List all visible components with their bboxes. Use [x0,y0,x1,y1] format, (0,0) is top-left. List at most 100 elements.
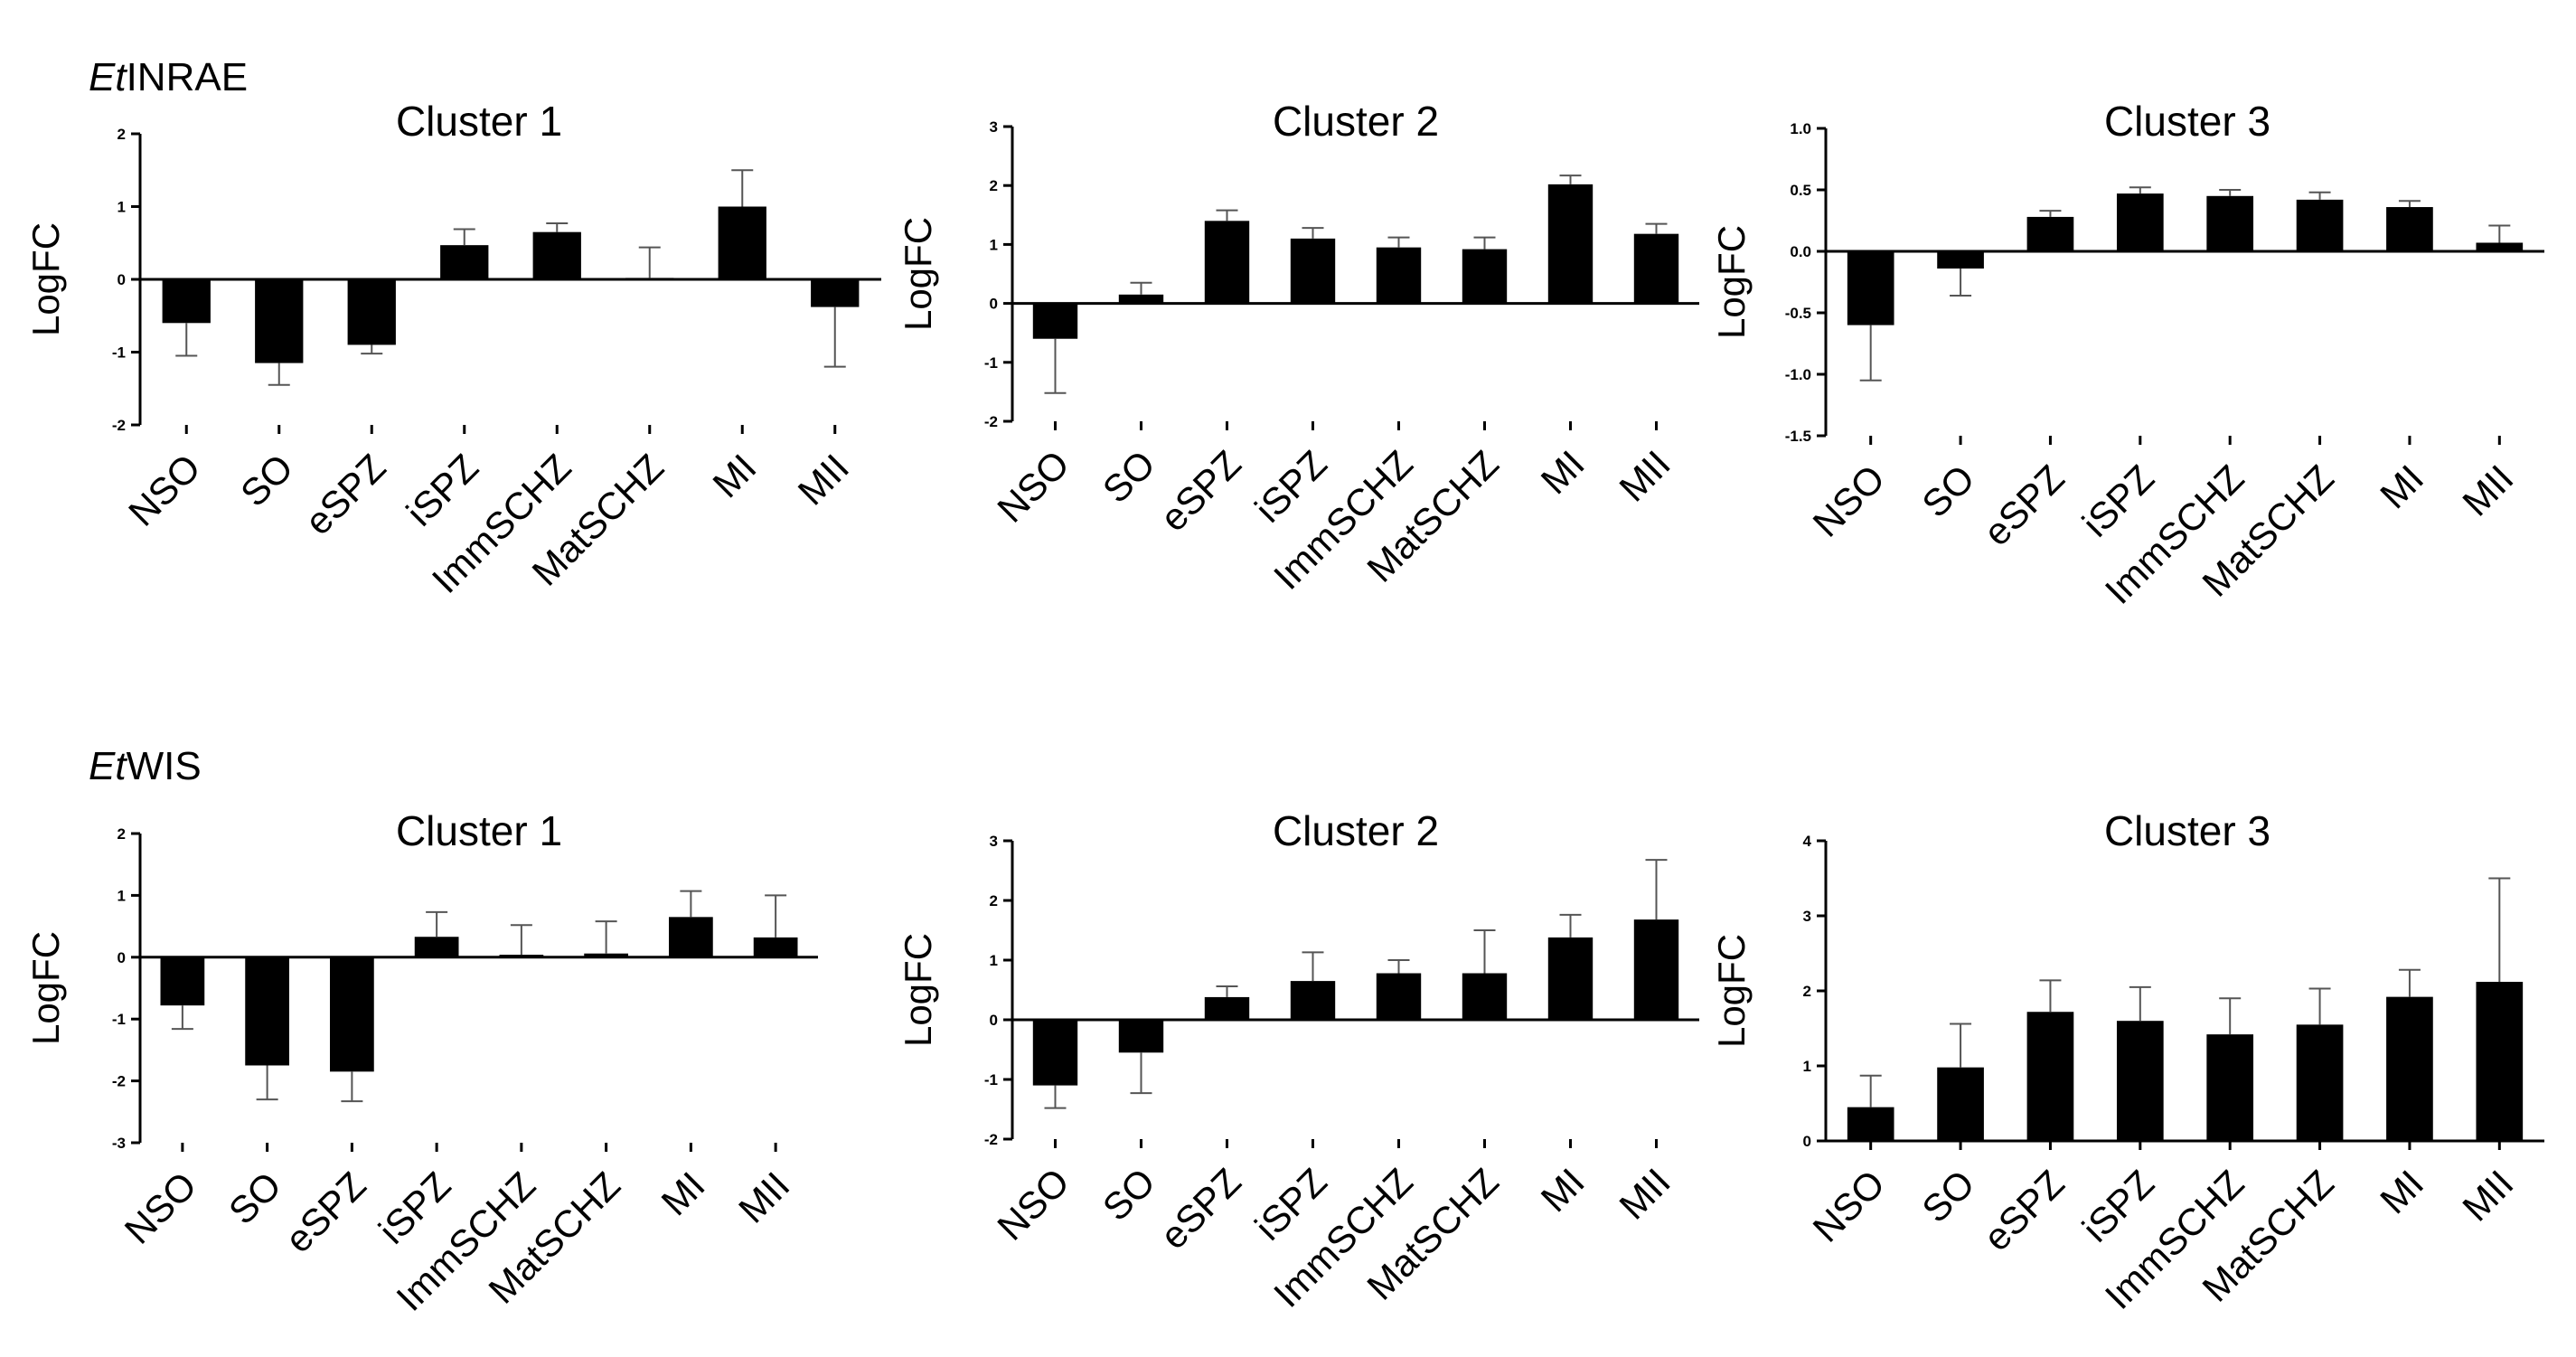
bar-eSPZ [2026,216,2074,251]
y-tick-label: 1 [1803,1058,1811,1075]
y-tick-label: 0 [118,949,126,966]
y-tick-label: 0 [990,1012,998,1029]
y-axis-label: LogFC [1710,225,1753,339]
x-tick-label: MII [730,1164,797,1230]
x-tick-label: SO [1913,1162,1982,1230]
bar-iSPZ [1290,238,1336,304]
bar-SO [1937,1067,1984,1141]
x-tick-label: NSO [117,1164,205,1252]
y-tick-label: -1 [112,344,126,362]
bar-SO [245,956,289,1066]
bar-MII [2476,242,2524,251]
panel-title: Cluster 3 [2104,807,2270,854]
y-tick-label: 2 [118,825,126,843]
x-tick-label: MI [2372,1162,2431,1221]
bar-MI [2386,207,2433,251]
y-tick-label: 1 [990,236,998,253]
panel-title: Cluster 3 [2104,98,2270,145]
bar-ImmSCHZ [1376,973,1422,1020]
panel-3: Cluster 3 LogFC 1.0 0.5 0.0 -0.5 -1.0 -1.5 NSO SO… [1710,98,2544,612]
x-tick-label: MII [2454,1162,2521,1229]
bar-MI [2386,996,2433,1141]
y-tick-label: 2 [118,126,126,143]
y-tick-label: -3 [112,1135,126,1152]
y-tick-label: 2 [990,177,998,194]
y-tick-label: -1.0 [1785,366,1811,383]
bar-MatSCHZ [625,278,674,279]
x-tick-label: NSO [989,442,1077,531]
x-tick-label: MI [704,446,764,505]
x-tick-label: NSO [989,1160,1077,1249]
bar-eSPZ [1204,221,1250,304]
x-tick-label: MII [790,446,857,513]
y-tick-label: 1 [118,887,126,904]
bar-iSPZ [414,937,459,957]
bar-ImmSCHZ [2206,195,2254,251]
x-tick-label: eSPZ [1152,1160,1249,1258]
bar-eSPZ [1204,996,1250,1020]
bar-MII [811,279,860,307]
bar-SO [255,279,304,363]
bar-MII [2476,982,2524,1141]
strain-label-bottom: EtWIS [89,744,202,788]
bar-ImmSCHZ [532,231,581,279]
x-tick-label: eSPZ [296,446,394,543]
x-tick-label: MI [1533,442,1593,502]
bar-NSO [1847,1107,1894,1141]
x-tick-label: SO [221,1164,289,1232]
x-tick-label: MII [1611,442,1678,509]
y-tick-label: 4 [1803,833,1812,850]
y-axis-label: LogFC [24,931,67,1045]
panel-title: Cluster 2 [1273,98,1439,145]
y-tick-label: -1.5 [1785,428,1811,445]
bar-eSPZ [347,279,396,345]
y-axis-label: LogFC [1710,934,1753,1048]
bar-MI [669,917,713,957]
y-tick-label: 0.5 [1790,182,1811,199]
x-tick-label: SO [232,446,301,514]
y-tick-label: -1 [112,1011,126,1028]
y-tick-label: 1.0 [1790,120,1811,137]
y-tick-label: -1 [984,354,998,372]
panel-title: Cluster 1 [396,807,562,854]
bar-NSO [1032,1020,1078,1086]
bar-iSPZ [440,245,489,279]
y-tick-label: 0 [118,271,126,288]
bar-MI [1547,937,1594,1020]
x-tick-label: eSPZ [1975,1162,2073,1259]
y-tick-label: 0.0 [1790,243,1811,260]
bar-ImmSCHZ [1376,247,1422,304]
y-tick-label: 1 [118,199,126,216]
bar-ImmSCHZ [2206,1034,2254,1141]
y-tick-label: -2 [112,417,126,434]
bar-SO [1937,251,1984,269]
strain-label-top: EtINRAE [89,55,248,99]
x-tick-label: eSPZ [277,1164,374,1261]
bar-NSO [1847,251,1894,325]
x-tick-label: MI [653,1164,713,1223]
bar-MII [1633,233,1679,304]
x-tick-label: MI [2372,457,2431,516]
bar-ImmSCHZ [499,955,544,957]
y-tick-label: -2 [984,1131,998,1148]
bar-MatSCHZ [1462,973,1508,1020]
bar-MatSCHZ [2296,199,2344,251]
x-tick-label: SO [1095,1160,1163,1229]
x-tick-label: eSPZ [1152,442,1249,540]
x-tick-label: NSO [1804,1162,1893,1250]
y-tick-label: 2 [1803,983,1811,1000]
y-axis-label: LogFC [24,222,67,336]
panel-title: Cluster 1 [396,98,562,145]
y-tick-label: 1 [990,952,998,969]
y-tick-label: 3 [990,118,998,136]
bar-MI [1547,184,1594,304]
x-tick-label: SO [1095,442,1163,511]
x-tick-label: eSPZ [1975,457,2073,554]
panel-title: Cluster 2 [1273,807,1439,854]
